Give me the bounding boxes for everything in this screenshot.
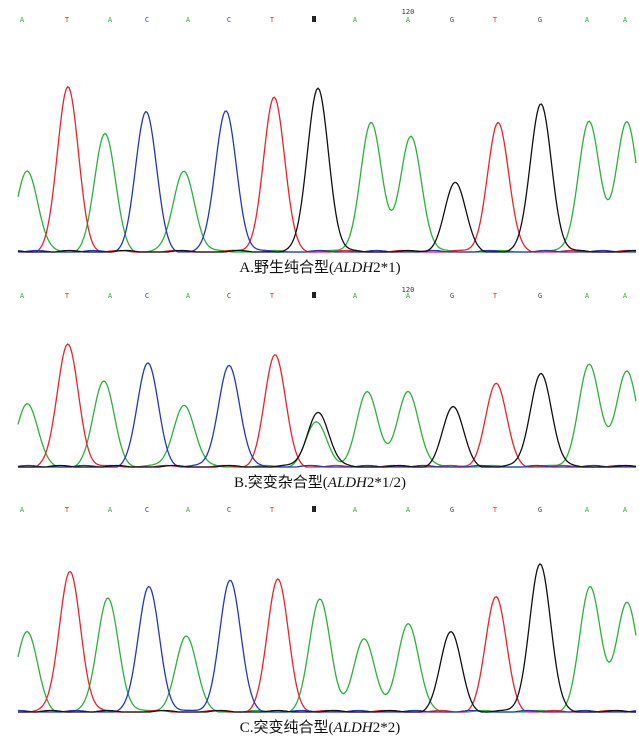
base-call: G [538,16,542,24]
base-call: A [20,16,25,24]
base-call: A [585,16,590,24]
caption-gene: ALDH [333,720,374,736]
trace [18,374,636,467]
base-call: A [623,506,628,514]
base-call: C [227,16,231,24]
base-call: T [65,16,70,24]
caption-prefix: C.突变纯合型( [240,719,334,736]
caption: B.突变杂合型(ALDH2*1/2) [234,474,406,491]
caption-prefix: A.野生纯合型( [239,259,334,276]
base-call: A [20,506,25,514]
trace [18,564,636,712]
base-call: A [353,16,358,24]
base-call: C [227,506,231,514]
base-call: A [186,16,191,24]
base-call: T [270,506,275,514]
base-call: G [538,506,542,514]
base-call: T [270,16,275,24]
trace [18,344,636,467]
position-label: 120 [402,286,415,294]
base-call: A [186,292,191,300]
caption-gene: ALDH [333,260,374,276]
base-call: G [538,292,542,300]
base-call: A [585,506,590,514]
base-call: A [108,292,113,300]
figure: ATACACTAAGTGAA120A.野生纯合型(ALDH2*1)ATACACT… [0,0,639,741]
base-call: G [450,292,454,300]
chromatogram-panel: A T A C A C T A A G T G A A C.突变纯合型(ALDH2*2) [18,506,636,736]
base-call: A [108,16,113,24]
trace [18,87,636,252]
base-call: A [353,292,358,300]
base-call: G [450,506,454,514]
caption-suffix: 2*1) [373,260,401,276]
base-call: C [227,292,231,300]
base-call: A [20,292,25,300]
base-marker [312,16,316,22]
caption-suffix: 2*2) [373,720,401,736]
base-call: A [108,506,113,514]
trace [18,111,636,252]
base-call: C [145,506,149,514]
trace [18,88,636,252]
base-call: T [65,292,70,300]
caption: A.野生纯合型(ALDH2*1) [239,259,400,276]
base-call: C [145,292,149,300]
trace [18,364,636,467]
base-call: T [65,506,70,514]
trace [18,363,636,467]
caption-prefix: B.突变杂合型( [234,474,328,491]
base-call: A [353,506,358,514]
base-call: A [623,16,628,24]
base-call: T [493,506,498,514]
base-marker [312,506,316,512]
base-call: G [450,16,454,24]
caption-gene: ALDH [327,475,368,491]
trace [18,572,636,712]
base-call: A [186,506,191,514]
base-call: C [145,16,149,24]
trace [18,580,636,712]
caption-suffix: 2*1/2) [367,475,406,491]
base-call: A [406,16,411,24]
base-call: A [585,292,590,300]
base-call: A [623,292,628,300]
base-call: A [406,506,411,514]
base-call: T [493,292,498,300]
base-marker [312,292,316,298]
position-label: 120 [402,8,415,16]
base-call: T [270,292,275,300]
base-call: T [493,16,498,24]
trace [18,587,636,712]
caption: C.突变纯合型(ALDH2*2) [240,719,400,736]
